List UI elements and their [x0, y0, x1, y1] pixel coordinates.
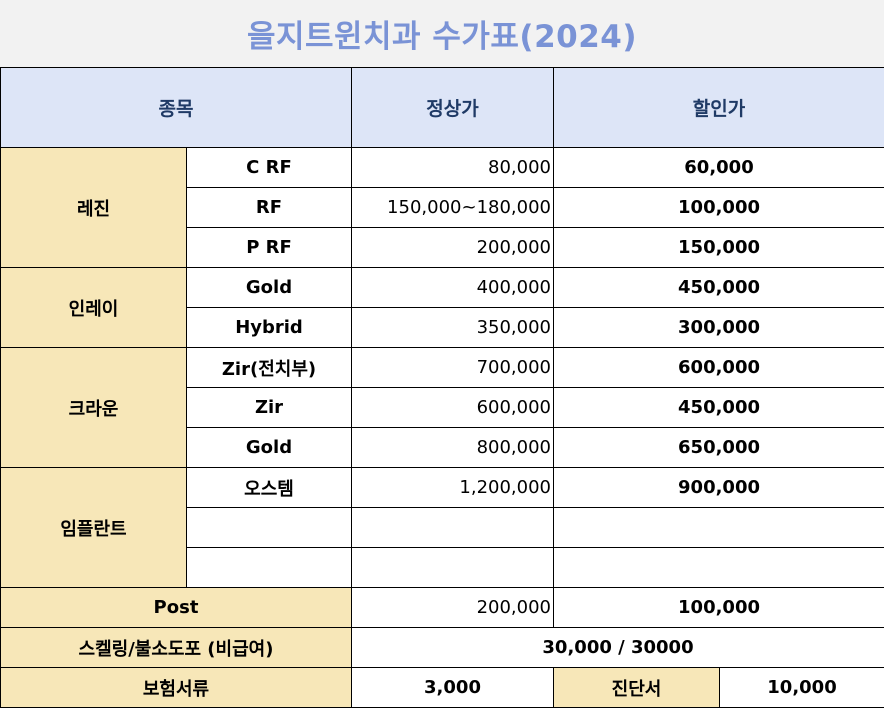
discount-price: 60,000	[554, 148, 884, 188]
category-crown: 크라운	[1, 348, 187, 468]
table-header-row: 종목 정상가 할인가	[1, 68, 884, 148]
discount-price: 900,000	[554, 468, 884, 508]
regular-price: 150,000~180,000	[352, 188, 554, 228]
post-discount-price: 100,000	[554, 588, 884, 628]
empty-cell	[352, 548, 554, 588]
table-row: 레진 C RF 80,000 60,000	[1, 148, 884, 188]
item-name: RF	[187, 188, 352, 228]
discount-price: 450,000	[554, 388, 884, 428]
category-implant: 임플란트	[1, 468, 187, 588]
table-row: 임플란트 오스템 1,200,000 900,000	[1, 468, 884, 508]
table-row-scaling: 스켈링/불소도포 (비급여) 30,000 / 30000	[1, 628, 884, 668]
diagnosis-value: 10,000	[720, 668, 884, 708]
empty-cell	[352, 508, 554, 548]
empty-cell	[187, 508, 352, 548]
table-row-insurance: 보험서류 3,000 진단서 10,000	[1, 668, 884, 708]
regular-price: 1,200,000	[352, 468, 554, 508]
discount-price: 300,000	[554, 308, 884, 348]
item-name: Gold	[187, 428, 352, 468]
regular-price: 80,000	[352, 148, 554, 188]
discount-price: 600,000	[554, 348, 884, 388]
discount-price: 650,000	[554, 428, 884, 468]
title-bar: 을지트윈치과 수가표(2024)	[0, 0, 884, 67]
empty-cell	[554, 508, 884, 548]
empty-cell	[187, 548, 352, 588]
regular-price: 800,000	[352, 428, 554, 468]
regular-price: 350,000	[352, 308, 554, 348]
header-item: 종목	[1, 68, 352, 148]
header-discount: 할인가	[554, 68, 884, 148]
insurance-value: 3,000	[352, 668, 554, 708]
item-name: C RF	[187, 148, 352, 188]
item-name: Zir	[187, 388, 352, 428]
regular-price: 400,000	[352, 268, 554, 308]
scaling-value: 30,000 / 30000	[352, 628, 884, 668]
item-name: P RF	[187, 228, 352, 268]
item-name: Zir(전치부)	[187, 348, 352, 388]
item-name: Gold	[187, 268, 352, 308]
table-row: 크라운 Zir(전치부) 700,000 600,000	[1, 348, 884, 388]
discount-price: 100,000	[554, 188, 884, 228]
page-title: 을지트윈치과 수가표(2024)	[247, 11, 637, 56]
post-regular-price: 200,000	[352, 588, 554, 628]
price-table: 종목 정상가 할인가 레진 C RF 80,000 60,000 RF 150,…	[0, 67, 884, 708]
regular-price: 600,000	[352, 388, 554, 428]
discount-price: 450,000	[554, 268, 884, 308]
post-label: Post	[1, 588, 352, 628]
scaling-label: 스켈링/불소도포 (비급여)	[1, 628, 352, 668]
table-row: 인레이 Gold 400,000 450,000	[1, 268, 884, 308]
insurance-label: 보험서류	[1, 668, 352, 708]
regular-price: 200,000	[352, 228, 554, 268]
category-resin: 레진	[1, 148, 187, 268]
table-row-post: Post 200,000 100,000	[1, 588, 884, 628]
header-regular: 정상가	[352, 68, 554, 148]
category-inlay: 인레이	[1, 268, 187, 348]
item-name: Hybrid	[187, 308, 352, 348]
diagnosis-label: 진단서	[554, 668, 720, 708]
item-name: 오스템	[187, 468, 352, 508]
empty-cell	[554, 548, 884, 588]
regular-price: 700,000	[352, 348, 554, 388]
discount-price: 150,000	[554, 228, 884, 268]
